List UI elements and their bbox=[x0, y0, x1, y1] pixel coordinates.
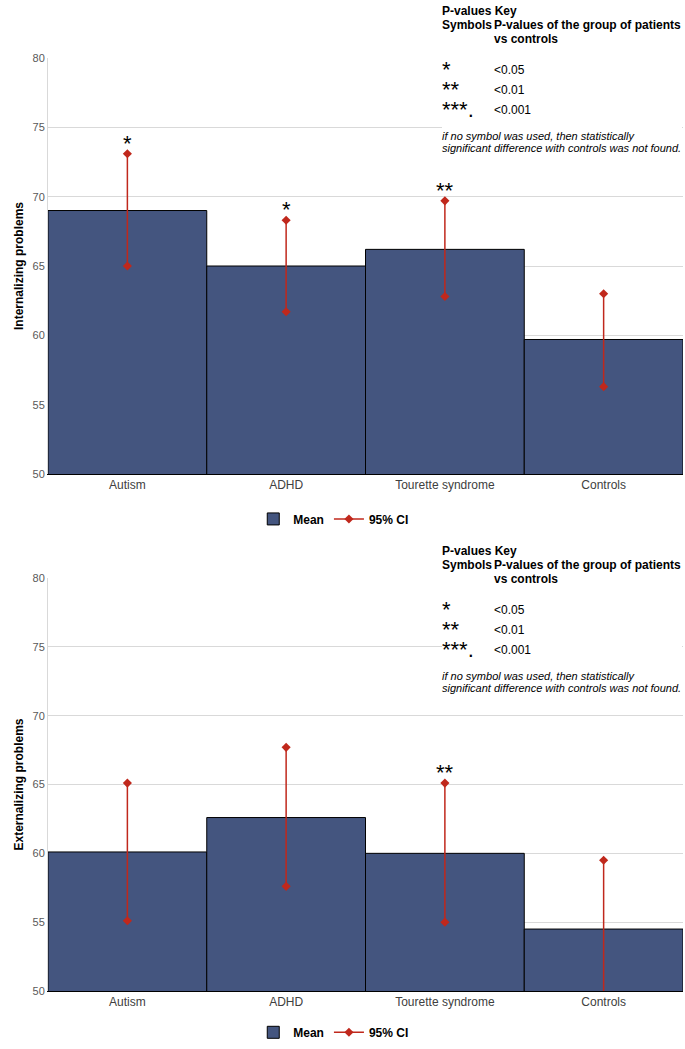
svg-text:95% CI: 95% CI bbox=[369, 1026, 408, 1040]
html-text:<0.05: <0.05 bbox=[494, 603, 525, 617]
svg-text:Autism: Autism bbox=[109, 478, 146, 492]
svg-text:**: ** bbox=[436, 178, 454, 203]
html-text:<0.001: <0.001 bbox=[494, 103, 531, 117]
svg-text:Tourette syndrome: Tourette syndrome bbox=[395, 995, 495, 1009]
svg-text:Internalizing problems: Internalizing problems bbox=[12, 202, 26, 330]
svg-text:50: 50 bbox=[33, 985, 45, 997]
svg-text:Tourette syndrome: Tourette syndrome bbox=[395, 478, 495, 492]
html-text:<0.001: <0.001 bbox=[494, 643, 531, 657]
svg-text:80: 80 bbox=[33, 572, 45, 584]
svg-text:Mean: Mean bbox=[293, 1026, 324, 1040]
svg-text:**: ** bbox=[436, 760, 454, 785]
svg-text:*: * bbox=[123, 131, 132, 156]
svg-text:Controls: Controls bbox=[581, 995, 626, 1009]
svg-text:70: 70 bbox=[33, 710, 45, 722]
svg-text:50: 50 bbox=[33, 468, 45, 480]
html-text:<0.01: <0.01 bbox=[494, 83, 525, 97]
svg-text:*: * bbox=[282, 197, 291, 222]
svg-text:55: 55 bbox=[33, 399, 45, 411]
svg-text:70: 70 bbox=[33, 191, 45, 203]
svg-text:ADHD: ADHD bbox=[269, 995, 303, 1009]
html-text:Symbols P-values of the group: Symbols P-values of the group of patient… bbox=[442, 18, 681, 46]
html-text:<0.01: <0.01 bbox=[494, 623, 525, 637]
svg-text:80: 80 bbox=[33, 52, 45, 64]
svg-text:55: 55 bbox=[33, 916, 45, 928]
svg-text:60: 60 bbox=[33, 329, 45, 341]
svg-text:Externalizing problems: Externalizing problems bbox=[12, 718, 26, 850]
html-text:P-values Key: P-values Key bbox=[442, 544, 517, 558]
svg-text:65: 65 bbox=[33, 778, 45, 790]
svg-text:Autism: Autism bbox=[109, 995, 146, 1009]
svg-text:Controls: Controls bbox=[581, 478, 626, 492]
svg-text:ADHD: ADHD bbox=[269, 478, 303, 492]
html-text:if no symbol was used, then st: if no symbol was used, then statisticall… bbox=[442, 670, 682, 694]
html-text:P-values Key: P-values Key bbox=[442, 4, 517, 18]
svg-text:75: 75 bbox=[33, 121, 45, 133]
svg-text:95% CI: 95% CI bbox=[369, 513, 408, 527]
html-text:Symbols P-values of the group: Symbols P-values of the group of patient… bbox=[442, 558, 681, 586]
svg-text:75: 75 bbox=[33, 641, 45, 653]
svg-text:Mean: Mean bbox=[293, 513, 324, 527]
html-text:if no symbol was used, then st: if no symbol was used, then statisticall… bbox=[442, 130, 682, 154]
svg-text:60: 60 bbox=[33, 847, 45, 859]
html-text:<0.05: <0.05 bbox=[494, 63, 525, 77]
svg-text:65: 65 bbox=[33, 260, 45, 272]
